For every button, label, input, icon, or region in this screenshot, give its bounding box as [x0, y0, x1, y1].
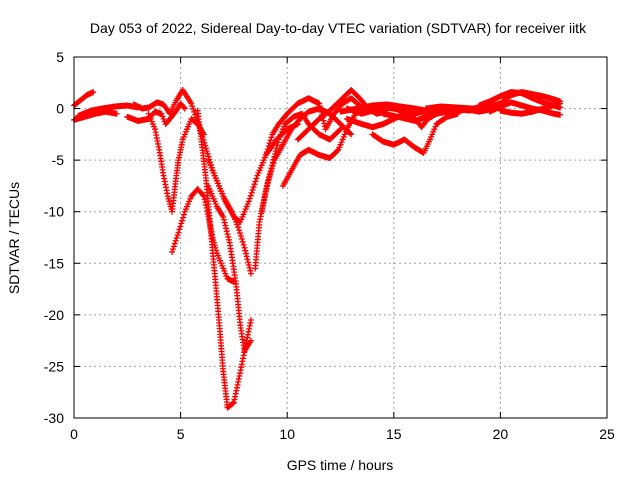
series-markers: [124, 100, 188, 128]
y-tick-label: -20: [44, 307, 64, 323]
series-markers: [75, 102, 141, 119]
data-series: [71, 89, 97, 109]
series-markers: [71, 89, 97, 109]
y-tick-label: 5: [56, 49, 64, 65]
data-series: [205, 182, 254, 354]
data-points: [71, 87, 564, 411]
y-tick-label: -30: [44, 410, 64, 426]
data-series: [169, 186, 237, 285]
series-markers: [169, 186, 237, 285]
chart-title: Day 053 of 2022, Sidereal Day-to-day VTE…: [90, 20, 587, 36]
x-tick-label: 25: [599, 426, 615, 442]
y-tick-label: 0: [56, 101, 64, 117]
series-markers: [497, 102, 564, 117]
data-series: [145, 110, 208, 215]
data-series: [194, 107, 254, 411]
series-markers: [369, 110, 461, 156]
data-series: [262, 95, 363, 158]
data-series: [497, 102, 564, 117]
y-tick-label: -5: [52, 152, 65, 168]
series-markers: [337, 101, 429, 115]
series-markers: [145, 110, 208, 215]
axes: 0 5 10 15 20 25 -30 -25 -20 -15 -10 -5 0 5: [44, 49, 615, 442]
series-markers: [262, 95, 363, 158]
series-markers: [205, 182, 254, 354]
y-axis-title: SDTVAR / TECUs: [6, 182, 22, 294]
x-tick-label: 5: [177, 426, 185, 442]
x-tick-label: 15: [386, 426, 402, 442]
y-tick-label: -10: [44, 204, 64, 220]
data-series: [369, 110, 461, 156]
series-markers: [194, 107, 254, 411]
x-tick-label: 10: [279, 426, 295, 442]
x-axis-title: GPS time / hours: [287, 457, 394, 473]
data-series: [337, 101, 429, 115]
y-tick-label: -15: [44, 255, 64, 271]
y-tick-label: -25: [44, 358, 64, 374]
data-series: [75, 102, 141, 119]
data-series: [124, 100, 188, 128]
x-tick-label: 0: [70, 426, 78, 442]
x-tick-label: 20: [493, 426, 509, 442]
plot-frame: [73, 56, 608, 419]
